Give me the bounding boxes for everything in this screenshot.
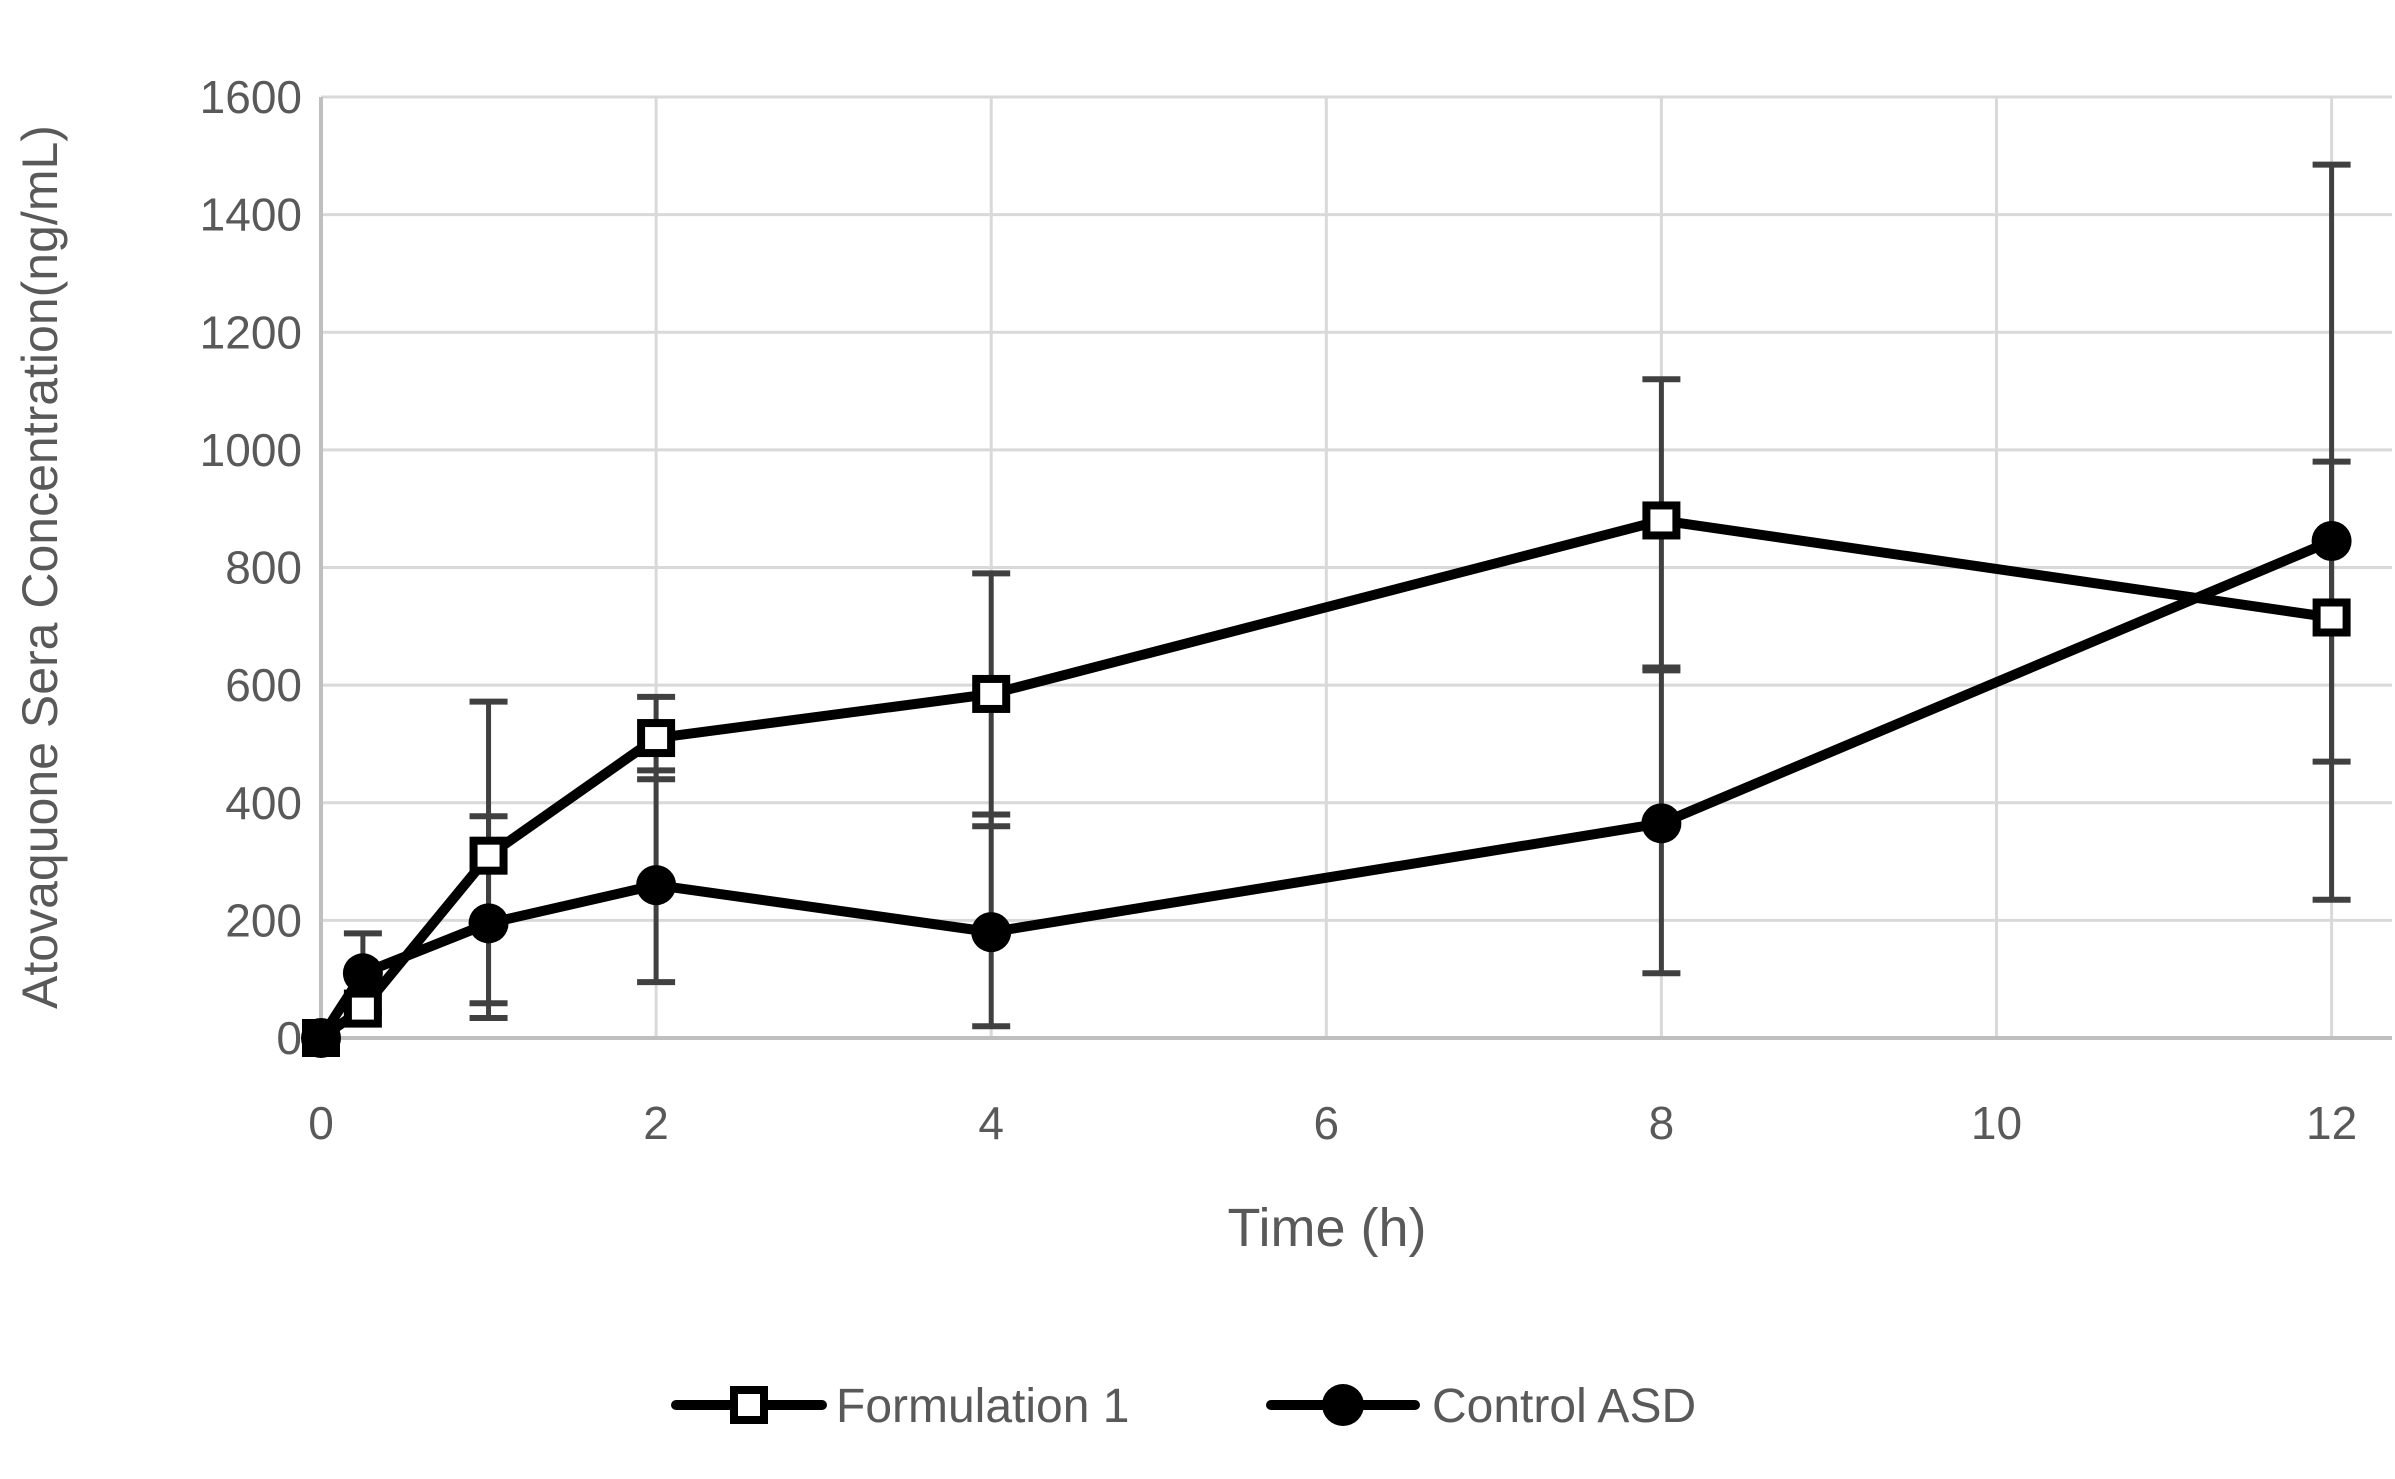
- open-square-marker: [343, 989, 382, 1028]
- filled-circle-marker: [468, 903, 509, 944]
- filled-circle-marker: [342, 953, 383, 994]
- x-tick-label: 10: [1971, 1097, 2022, 1149]
- open-square-marker: [972, 674, 1011, 713]
- x-tick-label: 8: [1649, 1097, 1675, 1149]
- tick-labels: 0 200 400 600 800 1000 1200 1400 1600 0 2 4 6 8 10 12: [200, 71, 2358, 1149]
- y-axis-title: Atovaquone Sera Concentration(ng/mL): [12, 125, 68, 1009]
- y-tick-label: 800: [225, 542, 302, 594]
- x-tick-label: 0: [308, 1097, 334, 1149]
- y-tick-label: 1400: [200, 189, 302, 241]
- filled-circle-marker: [636, 865, 677, 906]
- filled-circle-marker: [2311, 521, 2352, 562]
- filled-circle-marker: [301, 1018, 341, 1058]
- open-square-marker: [2312, 598, 2351, 637]
- x-axis-title: Time (h): [1228, 1198, 1427, 1258]
- y-tick-label: 0: [276, 1012, 302, 1064]
- legend: Formulation 1 Control ASD: [671, 1380, 1696, 1433]
- y-tick-label: 200: [225, 894, 302, 946]
- y-tick-label: 400: [225, 777, 302, 829]
- open-square-marker-icon: [730, 1386, 768, 1424]
- markers: [301, 501, 2352, 1058]
- y-tick-label: 1000: [200, 424, 302, 476]
- legend-label-formulation1: Formulation 1: [836, 1380, 1129, 1433]
- x-tick-label: 2: [643, 1097, 669, 1149]
- filled-circle-marker: [971, 912, 1012, 953]
- axes: [319, 97, 2392, 1040]
- x-tick-label: 12: [2306, 1097, 2357, 1149]
- open-square-marker: [1642, 501, 1681, 540]
- filled-circle-marker-icon: [1322, 1384, 1364, 1426]
- open-square-marker: [469, 836, 508, 875]
- y-tick-label: 1200: [200, 306, 302, 358]
- y-tick-label: 1600: [200, 71, 302, 123]
- gridlines: [321, 95, 2392, 1038]
- x-tick-label: 4: [978, 1097, 1004, 1149]
- legend-label-control-asd: Control ASD: [1432, 1380, 1696, 1433]
- open-square-marker: [637, 719, 676, 758]
- filled-circle-marker: [1641, 803, 1682, 844]
- y-tick-label: 600: [225, 659, 302, 711]
- x-tick-label: 6: [1314, 1097, 1340, 1149]
